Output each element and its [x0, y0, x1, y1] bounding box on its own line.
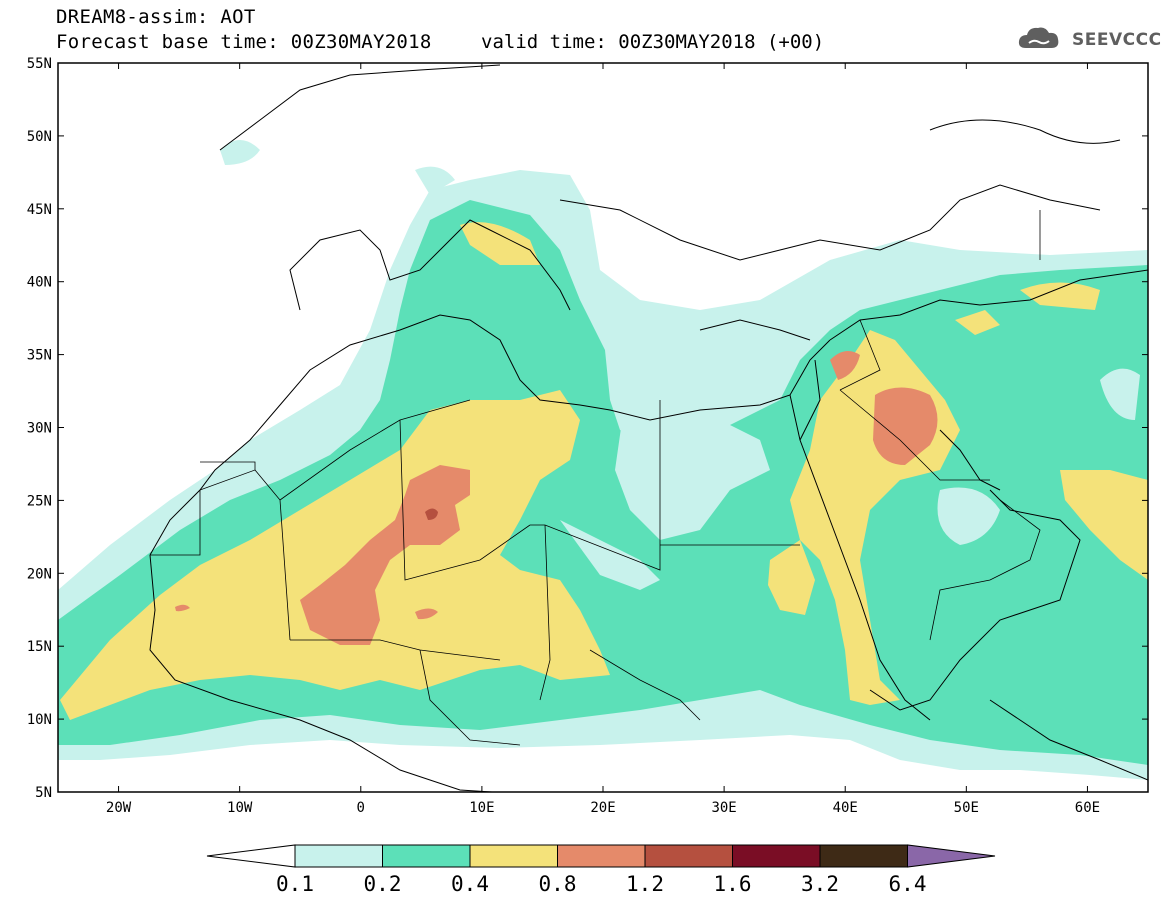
lon-label: 20W [106, 800, 132, 816]
colorbar-swatch [382, 844, 471, 868]
valid-time: valid time: 00Z30MAY2018 (+00) [481, 31, 825, 53]
lat-label: 5N [35, 785, 52, 801]
lon-label: 30E [711, 800, 736, 816]
lat-label: 40N [27, 275, 52, 291]
lat-label: 45N [27, 202, 52, 218]
lon-label: 40E [833, 800, 858, 816]
colorbar-swatch [469, 844, 558, 868]
aot-band-0.4 [60, 390, 610, 720]
aot-band-0.8 [300, 465, 470, 645]
cloud-icon [1018, 27, 1059, 48]
colorbar-over-arrow [907, 844, 996, 868]
colorbar-under-arrow [206, 844, 296, 868]
lon-label: 20E [590, 800, 615, 816]
colorbar-swatch [294, 844, 383, 868]
lon-label: 50E [954, 800, 979, 816]
lat-label: 55N [27, 56, 52, 72]
lat-label: 10N [27, 712, 52, 728]
colorbar-swatch [644, 844, 733, 868]
lat-label: 50N [27, 129, 52, 145]
country-borders [150, 210, 1041, 746]
colorbar-level-label: 0.2 [363, 872, 402, 896]
lon-label: 10E [469, 800, 494, 816]
colorbar-level-label: 6.4 [888, 872, 927, 896]
colorbar-swatch [557, 844, 646, 868]
colorbar-level-label: 3.2 [801, 872, 839, 896]
aot-contours [58, 140, 1148, 780]
map-title: DREAM8-assim: AOT [56, 6, 256, 28]
lat-label: 15N [27, 639, 52, 655]
colorbar-level-label: 0.1 [276, 872, 314, 896]
aot-band-1.2 [425, 508, 438, 520]
colorbar-level-label: 0.8 [538, 872, 577, 896]
colorbar-level-label: 1.2 [626, 872, 664, 896]
colorbar-swatch [819, 844, 908, 868]
colorbar-swatch [732, 844, 821, 868]
lat-label: 25N [27, 493, 52, 509]
longitude-axis: 20W 10W 0 10E 20E 30E 40E 50E 60E [106, 63, 1100, 816]
lat-label: 20N [27, 566, 52, 582]
logo-text: SEEVCCC [1072, 30, 1162, 50]
colorbar-level-label: 1.6 [713, 872, 752, 896]
coastlines [149, 64, 1148, 792]
forecast-base-time: Forecast base time: 00Z30MAY2018 [56, 31, 432, 53]
lon-label: 60E [1075, 800, 1100, 816]
lat-label: 30N [27, 421, 52, 437]
latitude-axis: 55N 50N 45N 40N 35N 30N 25N 20N 15N 10N 5N [27, 56, 1148, 801]
colorbar [206, 844, 996, 868]
colorbar-level-label: 0.4 [451, 872, 489, 896]
lon-label: 10W [227, 800, 253, 816]
lon-label: 0 [357, 800, 365, 816]
lat-label: 35N [27, 348, 52, 364]
